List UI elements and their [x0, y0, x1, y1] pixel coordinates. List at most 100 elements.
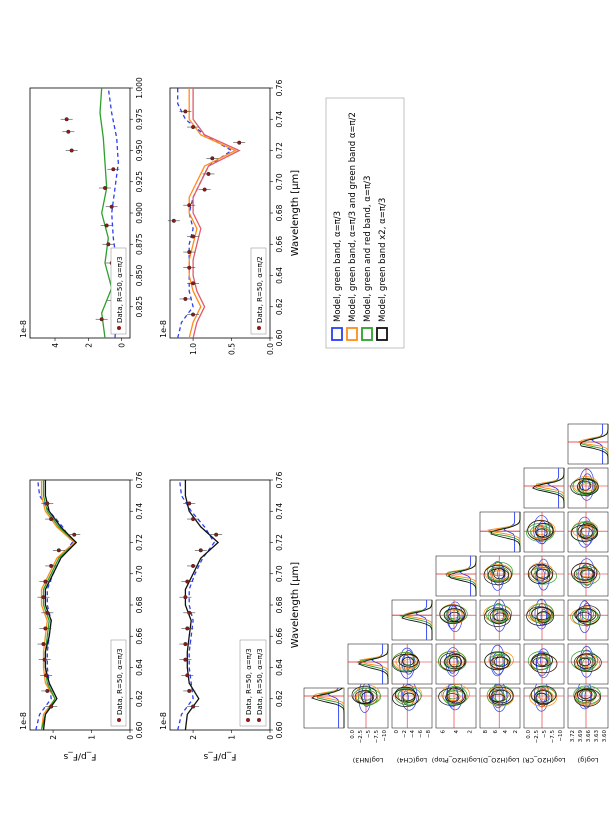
corner-cell — [523, 598, 565, 641]
x-tick-label: 0.70 — [275, 565, 284, 582]
data-point — [185, 626, 190, 631]
histogram-line — [579, 424, 609, 464]
legend-entry: Model, green and red band, α=π/3 — [363, 176, 373, 322]
contour-line — [576, 611, 592, 623]
x-tick-label: 0.68 — [275, 204, 284, 221]
contour-line — [531, 564, 551, 581]
histogram-line — [401, 600, 433, 640]
data-point — [191, 281, 196, 286]
data-point — [111, 167, 116, 172]
histogram-line — [326, 687, 340, 728]
contour-line — [534, 690, 553, 706]
contour-line — [490, 693, 506, 702]
x-tick-label: 0.900 — [135, 202, 144, 224]
legend-swatch — [346, 327, 358, 341]
corner-cell — [567, 678, 609, 729]
contour-line — [444, 654, 466, 670]
contour-line — [486, 561, 514, 583]
contour-line — [526, 523, 555, 542]
corner-y-tick: 3.66 — [586, 730, 592, 743]
data-point — [45, 610, 50, 615]
corner-cell — [435, 678, 477, 729]
corner-y-tick: −2.5 — [534, 730, 540, 744]
x-axis-label: Wavelength [µm] — [290, 170, 301, 257]
data-point — [202, 187, 207, 192]
corner-y-tick: −2.5 — [358, 730, 364, 744]
data-point — [185, 579, 190, 584]
x-tick-label: 0.74 — [275, 111, 284, 128]
x-tick-label: 0.950 — [135, 140, 144, 162]
corner-cell — [523, 467, 565, 509]
corner-y-tick: 4 — [454, 730, 460, 734]
y-axis-label: F_p/F_s — [63, 751, 96, 761]
corner-cell — [435, 643, 477, 685]
contour-line — [527, 519, 554, 541]
histogram-line — [357, 644, 389, 684]
contour-line — [439, 604, 466, 624]
legend-marker — [117, 326, 121, 330]
legend-entry: Model, green band x2, α=π/3 — [378, 198, 388, 322]
cell-frame — [479, 599, 521, 641]
corner-cell — [391, 680, 433, 729]
x-tick-label: 1.000 — [135, 77, 144, 99]
contour-line — [529, 525, 552, 539]
contour-line — [572, 608, 600, 626]
corner-cell — [567, 423, 609, 465]
data-point — [185, 673, 190, 678]
corner-y-label: Log(H2O_CR) — [522, 756, 565, 764]
data-point — [237, 140, 242, 145]
corner-y-label: Log(H2O_D) — [480, 756, 519, 764]
y-tick-label: 1 — [228, 735, 237, 740]
legend-marker — [257, 326, 261, 330]
corner-y-tick: 3.69 — [578, 730, 584, 743]
legend-frame — [325, 97, 405, 349]
contour-line — [392, 688, 419, 707]
corner-y-tick: 3.60 — [602, 730, 608, 743]
contour-line — [528, 567, 558, 585]
contour-line — [352, 687, 382, 705]
series-line — [40, 480, 78, 731]
data-point — [72, 532, 77, 537]
contour-line — [448, 655, 462, 668]
data-point — [206, 171, 211, 176]
panel-legend-box — [250, 247, 267, 335]
corner-y-tick: 0 — [394, 730, 400, 734]
x-tick-label: 0.72 — [275, 142, 284, 159]
corner-cell — [435, 555, 477, 597]
y-tick-label: 0 — [126, 735, 135, 740]
y-tick-label: 0.0 — [266, 343, 275, 355]
contour-line — [402, 657, 414, 666]
cell-frame — [567, 643, 609, 685]
corner-cell — [523, 555, 565, 597]
cell-frame — [523, 599, 565, 641]
contour-line — [573, 653, 602, 673]
contour-line — [354, 690, 375, 704]
contour-line — [530, 685, 557, 704]
x-tick-label: 0.68 — [135, 596, 144, 613]
corner-y-tick: −7.5 — [550, 730, 556, 744]
corner-y-tick: −8 — [426, 730, 432, 739]
contour-line — [446, 657, 460, 668]
corner-cell — [479, 599, 521, 641]
corner-y-tick: 2 — [513, 730, 519, 734]
data-point — [66, 129, 71, 134]
legend-swatch — [331, 327, 343, 341]
series-line — [177, 479, 215, 731]
x-tick-label: 0.68 — [275, 596, 284, 613]
data-point — [191, 125, 196, 130]
x-tick-label: 0.64 — [275, 267, 284, 284]
corner-cell — [435, 599, 477, 641]
y-tick-label: 1 — [88, 735, 97, 740]
data-point — [191, 234, 196, 239]
data-point — [183, 109, 188, 114]
legend-marker — [257, 718, 261, 722]
contour-line — [526, 606, 555, 626]
legend-marker — [117, 718, 121, 722]
scale-label: 1e-8 — [19, 712, 28, 730]
corner-y-tick: 3.72 — [570, 730, 576, 742]
cell-frame — [567, 511, 609, 553]
series-line — [188, 88, 237, 339]
corner-y-tick: 0.0 — [350, 730, 356, 739]
histogram-line — [447, 556, 477, 596]
